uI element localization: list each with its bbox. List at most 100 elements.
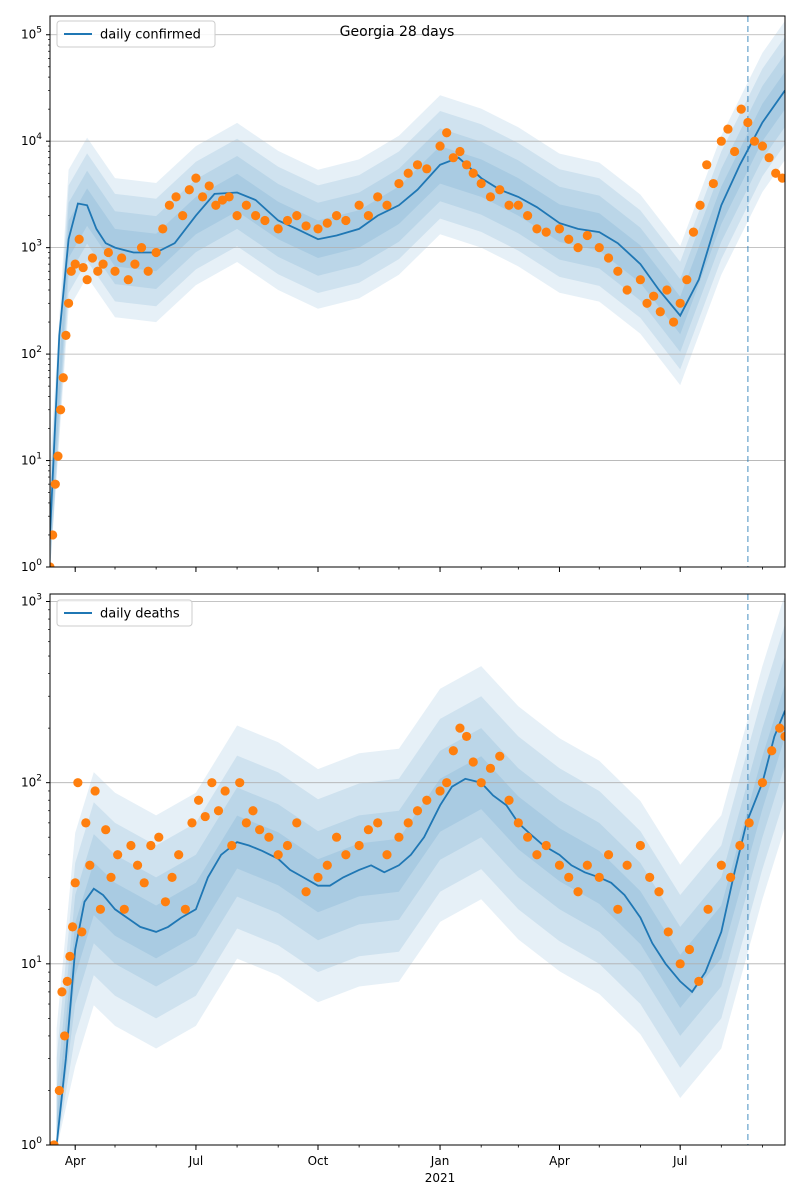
data-point: [642, 298, 652, 308]
data-point: [675, 959, 685, 969]
data-point: [455, 146, 465, 157]
data-point: [461, 160, 472, 170]
data-point: [58, 373, 68, 383]
data-point: [154, 832, 164, 842]
data-point: [554, 860, 565, 870]
data-point: [331, 211, 342, 221]
data-point: [442, 128, 452, 138]
data-point: [98, 259, 108, 269]
data-point: [204, 181, 214, 191]
data-point: [688, 227, 699, 237]
data-point: [273, 224, 283, 234]
data-point: [729, 146, 740, 157]
data-point: [113, 850, 123, 860]
data-point: [213, 806, 224, 816]
data-point: [662, 285, 672, 295]
data-point: [780, 731, 785, 742]
data-point: [382, 850, 392, 860]
data-point: [702, 160, 712, 170]
data-point: [523, 832, 533, 842]
data-point: [716, 136, 726, 146]
data-point: [193, 795, 204, 805]
data-point: [613, 904, 623, 914]
data-point: [160, 897, 171, 907]
series-line-daily-deaths: [55, 710, 785, 1145]
data-point: [354, 840, 364, 851]
data-point: [273, 850, 283, 860]
data-point: [373, 192, 383, 202]
data-point: [373, 818, 383, 828]
confirmed-y-axis: 100 101 102 103 104 105: [21, 26, 50, 574]
uncertainty-band-2: [50, 36, 785, 567]
confirmed-x-axis: [74, 567, 763, 572]
data-point: [110, 266, 120, 276]
data-point: [67, 922, 78, 932]
data-point: [485, 763, 496, 773]
data-point: [403, 818, 413, 828]
deaths-legend-label: daily deaths: [100, 607, 180, 622]
data-point: [613, 266, 623, 276]
data-point: [74, 234, 84, 244]
data-point: [167, 872, 177, 882]
data-point: [668, 317, 679, 327]
data-point: [513, 818, 523, 828]
data-point: [363, 825, 374, 835]
x-tick-label: Jul: [672, 1154, 687, 1168]
data-point: [771, 168, 781, 178]
data-point: [59, 1031, 70, 1041]
data-point: [101, 825, 111, 835]
y-tick-label: 101: [21, 955, 42, 971]
daily-deaths-panel: Apr Jul Oct Jan Apr Jul 100 101 102 103 2021 dai…: [21, 592, 786, 1185]
data-point: [645, 872, 655, 882]
data-point: [292, 818, 302, 828]
data-point: [603, 253, 614, 263]
data-point: [81, 818, 91, 828]
data-point: [735, 840, 745, 851]
data-point: [146, 840, 156, 851]
data-point: [743, 117, 753, 128]
data-point: [66, 266, 76, 276]
data-point: [77, 927, 87, 937]
uncertainty-band-3: [56, 656, 785, 1145]
data-point: [554, 224, 565, 234]
y-tick-label: 103: [21, 239, 42, 255]
data-point: [775, 723, 785, 733]
data-point: [354, 200, 364, 210]
data-point: [564, 234, 574, 244]
data-point: [126, 840, 136, 851]
daily-confirmed-panel: 100 101 102 103 104 105 Georgia 28 days daily…: [21, 15, 786, 574]
x-tick-label: Oct: [308, 1154, 329, 1168]
data-point: [649, 291, 659, 301]
data-point: [174, 850, 184, 860]
data-point: [70, 259, 80, 269]
data-point: [53, 451, 63, 461]
data-point: [106, 872, 116, 882]
data-point: [73, 778, 83, 788]
data-point: [394, 178, 404, 189]
data-point: [282, 840, 293, 851]
deaths-legend-box: [56, 599, 193, 627]
data-point: [541, 840, 551, 851]
data-point: [594, 243, 604, 253]
data-point: [476, 778, 486, 788]
data-point: [382, 200, 392, 210]
deaths-observations: [50, 723, 785, 1145]
data-point: [412, 806, 423, 816]
data-point: [341, 215, 351, 226]
data-point: [264, 832, 274, 842]
data-point: [703, 904, 713, 914]
data-point: [523, 211, 533, 221]
data-point: [341, 850, 351, 860]
data-point: [461, 731, 472, 742]
data-point: [654, 887, 664, 897]
uncertainty-band-2: [56, 624, 785, 1145]
x-tick-label: Jan: [430, 1154, 450, 1168]
chart-title: Georgia 28 days: [340, 24, 455, 40]
data-point: [582, 860, 592, 870]
data-point: [220, 786, 230, 796]
data-point: [675, 298, 685, 308]
data-point: [749, 136, 760, 146]
data-point: [495, 185, 505, 195]
data-point: [191, 173, 201, 183]
data-point: [532, 850, 542, 860]
